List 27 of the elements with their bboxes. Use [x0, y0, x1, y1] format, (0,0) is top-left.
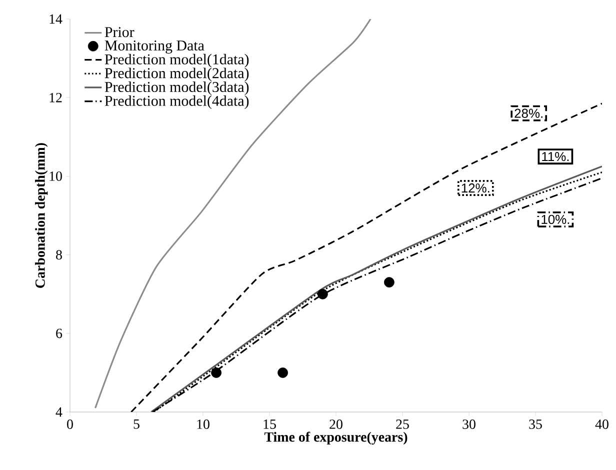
x-tick-label: 20 — [330, 420, 342, 429]
y-tick-label: 8 — [56, 250, 62, 260]
annotation: 28%. — [514, 108, 542, 118]
x-tick-label: 10 — [197, 420, 210, 429]
y-axis-title: Carbonation depth(mm) — [35, 143, 48, 288]
annotation: 11%. — [542, 152, 569, 162]
x-axis-title: Time of exposure(years) — [264, 432, 408, 445]
x-tick-label: 30 — [462, 420, 476, 429]
x-tick-label: 5 — [134, 420, 140, 429]
legend-label: Prediction model(3data) — [104, 82, 249, 96]
legend-label: Prediction model(4data) — [104, 95, 249, 109]
annotation: 12%. — [462, 183, 490, 193]
annotation: 10%. — [542, 214, 570, 224]
x-tick-label: 25 — [396, 420, 409, 429]
x-tick-label: 40 — [595, 420, 608, 429]
x-tick-label: 35 — [529, 420, 542, 429]
y-tick-label: 4 — [56, 407, 62, 417]
y-tick-label: 12 — [50, 92, 62, 102]
legend-label: Prior — [104, 27, 134, 38]
x-tick-label: 15 — [264, 420, 276, 429]
y-tick-label: 14 — [50, 14, 62, 24]
y-tick-label: 6 — [56, 328, 62, 338]
legend-label: Prediction model(1data) — [104, 54, 249, 68]
y-tick-label: 10 — [50, 171, 62, 181]
legend-label: Prediction model(2data) — [104, 68, 249, 82]
x-tick-label: 0 — [67, 420, 73, 429]
legend-label: Monitoring Data — [104, 40, 204, 54]
